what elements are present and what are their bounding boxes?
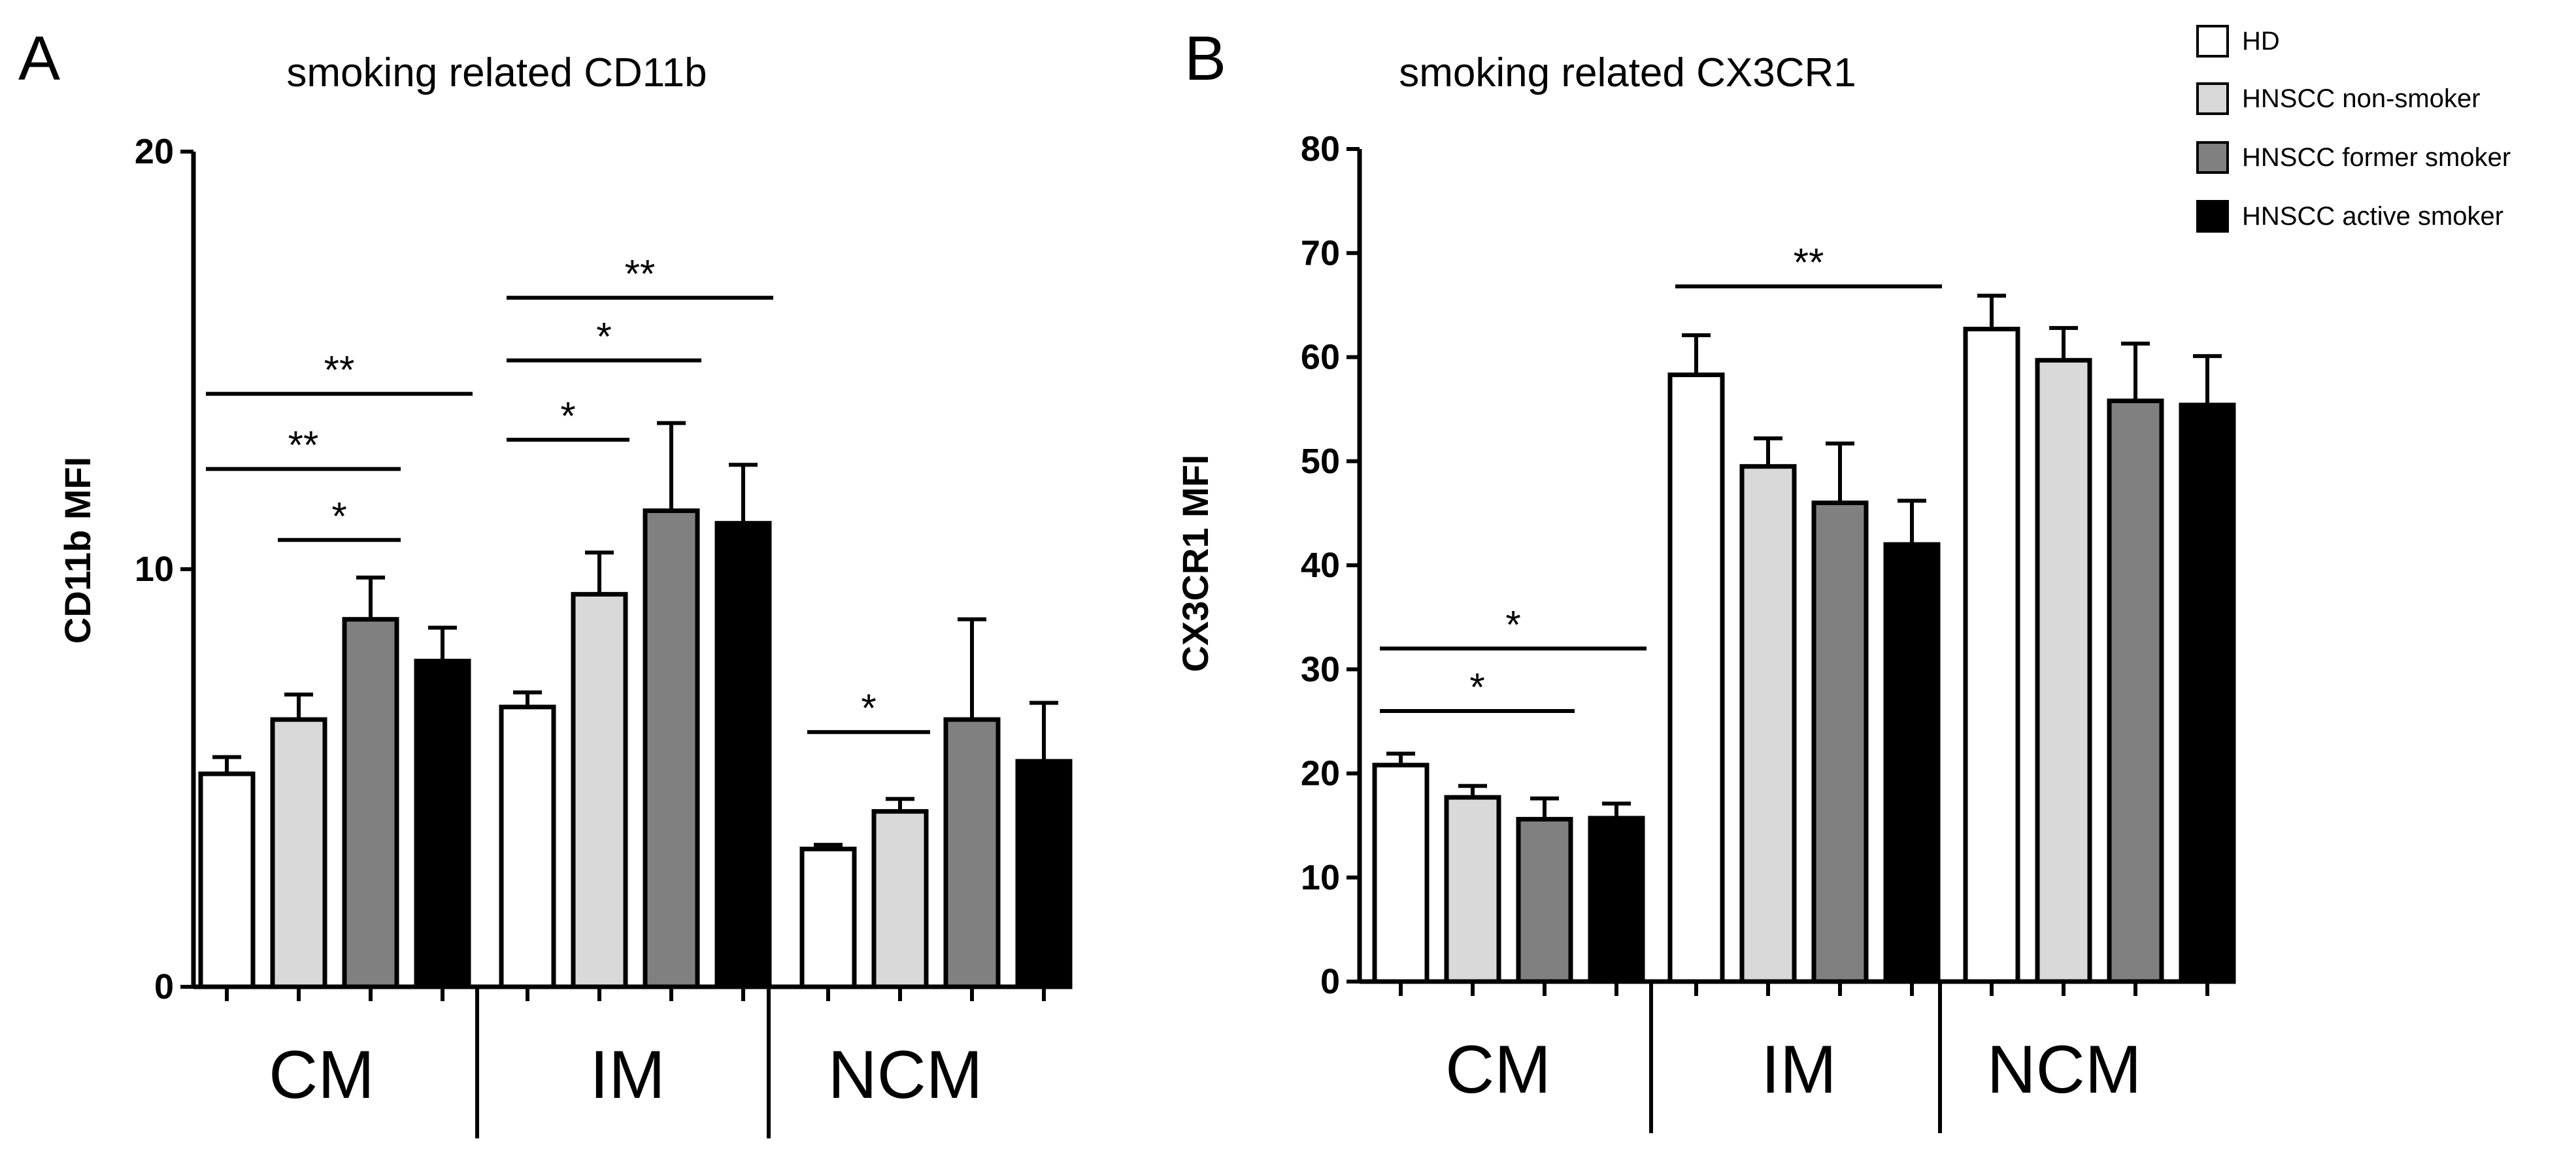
panel-b-y-tick-label: 30 xyxy=(1301,650,1340,689)
panel-a-y-tick-label: 0 xyxy=(154,967,174,1006)
panel-a-bar xyxy=(714,521,772,989)
panel-a-bar xyxy=(414,659,471,989)
panel-a-significance-label: * xyxy=(331,494,346,538)
panel-b-bar xyxy=(1667,372,1725,984)
panel-b-y-tick-label: 40 xyxy=(1301,546,1340,585)
panel-a-group-label: IM xyxy=(590,1037,665,1113)
panel-b-significance-label: ** xyxy=(1794,240,1824,284)
panel-b-significance-label: * xyxy=(1505,603,1520,646)
panel-a-bar xyxy=(799,846,857,989)
panel-b-y-tick-label: 10 xyxy=(1301,858,1340,897)
panel-b-y-tick-label: 20 xyxy=(1301,754,1340,793)
legend-swatch-non-smoker xyxy=(2196,82,2229,115)
panel-a-bar xyxy=(342,617,399,989)
panel-a-bar xyxy=(270,717,327,989)
panel-b-bar xyxy=(1444,795,1501,984)
panel-a-group-label: NCM xyxy=(828,1037,983,1113)
panel-a-letter: A xyxy=(18,24,60,93)
panel-a-significance-label: ** xyxy=(625,252,656,296)
panel-a-significance-label: * xyxy=(596,315,611,359)
panel-b-title: smoking related CX3CR1 xyxy=(1399,50,1856,95)
panel-b-bar xyxy=(1372,763,1430,984)
legend: HD HNSCC non-smoker HNSCC former smoker … xyxy=(2196,25,2511,233)
legend-swatch-hd xyxy=(2196,25,2229,58)
panel-b-group-label: CM xyxy=(1445,1032,1551,1108)
panel-a-significance-label: * xyxy=(861,686,876,730)
legend-swatch-active-smoker xyxy=(2196,200,2229,233)
panel-a-y-tick-label: 20 xyxy=(135,132,174,171)
panel-a-bar xyxy=(871,809,929,989)
panel-a-bar xyxy=(499,704,556,989)
panel-b-y-tick-label: 80 xyxy=(1301,129,1340,169)
panel-b-group-label: IM xyxy=(1761,1032,1837,1108)
panel-a-bar xyxy=(198,771,256,989)
panel-b-group-label: NCM xyxy=(1987,1032,2142,1108)
panel-a-group-label: CM xyxy=(269,1037,375,1113)
panel-a-y-tick-label: 10 xyxy=(135,550,174,589)
panel-b-y-tick-label: 0 xyxy=(1320,962,1340,1001)
legend-label-non-smoker: HNSCC non-smoker xyxy=(2242,84,2481,113)
panel-a-bar xyxy=(571,591,628,989)
panel-b-letter: B xyxy=(1184,24,1226,93)
panel-b-significance-label: * xyxy=(1469,665,1484,709)
panel-b-bar xyxy=(1963,327,2020,984)
panel-b-y-tick-label: 70 xyxy=(1301,233,1340,273)
panel-b-bar xyxy=(1516,817,1573,984)
panel-b-bar xyxy=(2035,357,2092,984)
panel-a-significance-label: * xyxy=(560,394,575,438)
panel-b-bar xyxy=(1588,816,1645,984)
panel-b-y-tick-label: 60 xyxy=(1301,338,1340,377)
legend-swatch-former-smoker xyxy=(2196,141,2229,174)
panel-b-bar xyxy=(1883,542,1941,984)
panel-a-significance-label: ** xyxy=(324,348,355,392)
panel-a-y-axis-label: CD11b MFI xyxy=(57,457,98,644)
legend-label-former-smoker: HNSCC former smoker xyxy=(2242,143,2511,172)
panel-a-title: smoking related CD11b xyxy=(286,50,707,95)
panel-b-bar xyxy=(1811,500,1869,984)
panel-b-bar xyxy=(2107,398,2164,984)
panel-a-bar xyxy=(943,717,1001,989)
panel-b-bar xyxy=(1739,464,1797,984)
panel-b-bar xyxy=(2179,403,2236,984)
legend-label-active-smoker: HNSCC active smoker xyxy=(2242,202,2503,231)
panel-b-y-tick-label: 50 xyxy=(1301,442,1340,481)
legend-label-hd: HD xyxy=(2242,27,2280,56)
panel-b-y-axis-label: CX3CR1 MFI xyxy=(1175,455,1216,672)
panel-a-bar xyxy=(1015,759,1073,989)
panel-a-bar xyxy=(643,508,700,989)
panel-a-significance-label: ** xyxy=(288,423,319,467)
